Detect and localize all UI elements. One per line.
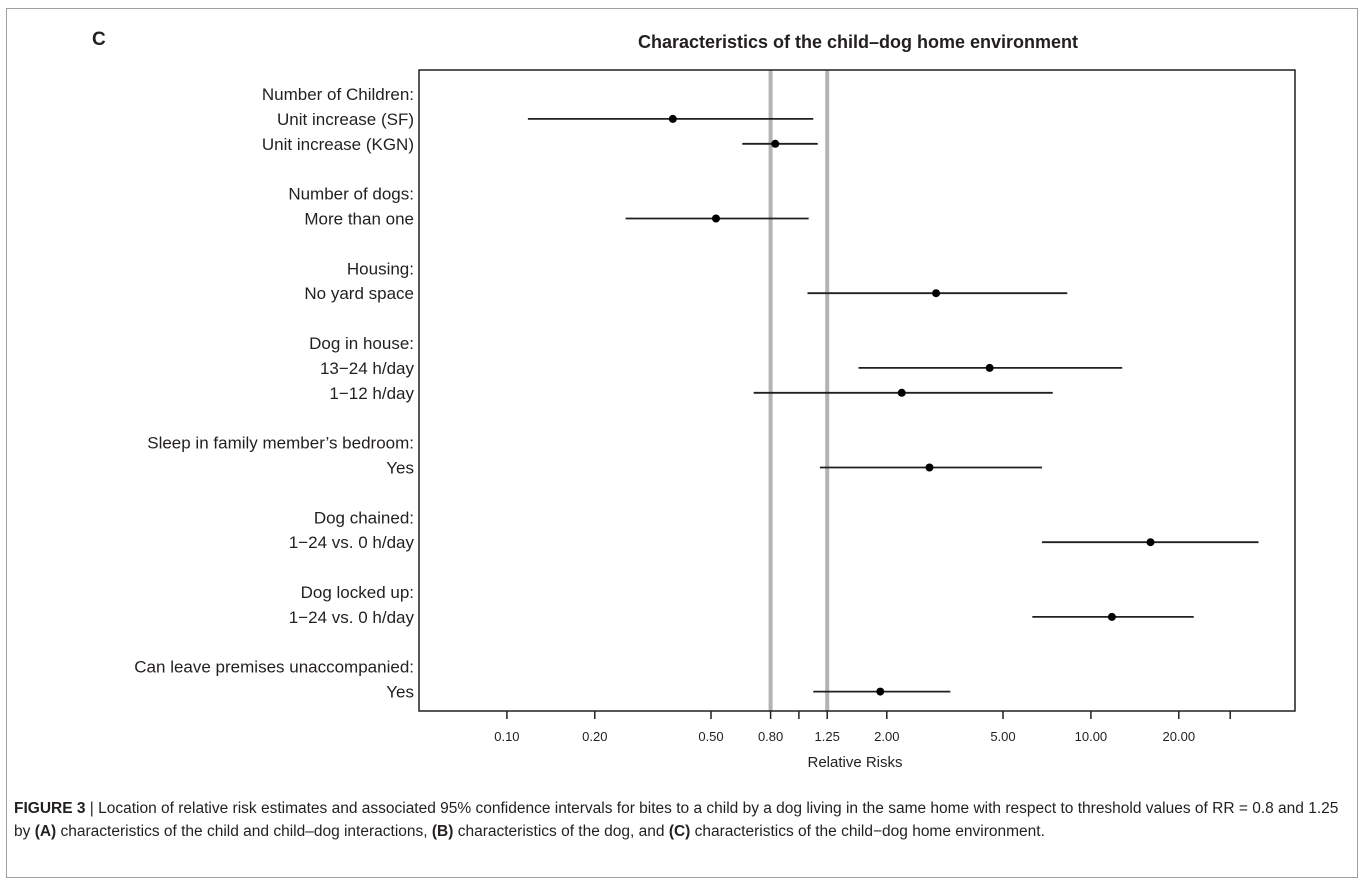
- x-axis-title: Relative Risks: [807, 754, 902, 771]
- row-group-label: Number of Children:: [262, 85, 414, 104]
- caption-text-3: characteristics of the dog, and: [453, 823, 669, 840]
- plot-area-border: [418, 69, 1296, 712]
- estimate-point: [668, 114, 677, 123]
- row-group-label: Dog locked up:: [301, 583, 414, 602]
- row-labels: Number of Children: Unit increase (SF) Uni…: [134, 85, 414, 702]
- row-group-label: Dog in house:: [309, 334, 414, 353]
- x-tick-label: 20.00: [1163, 729, 1196, 744]
- row-group-label: Can leave premises unaccompanied:: [134, 658, 414, 677]
- confidence-intervals: [527, 114, 1259, 696]
- caption-bold-a: (A): [34, 823, 57, 840]
- row-label: 1−24 vs. 0 h/day: [289, 608, 415, 627]
- x-tick-label: 5.00: [990, 729, 1015, 744]
- x-tick-label: 2.00: [874, 729, 899, 744]
- estimate-point: [985, 363, 994, 372]
- panel-letter: C: [92, 29, 106, 50]
- row-label: 13−24 h/day: [320, 359, 415, 378]
- row-label: Unit increase (KGN): [262, 135, 414, 154]
- x-axis: 0.10 0.20 0.50 0.80 1.25 2.00 5.00 10.00 20.00: [494, 711, 1231, 744]
- row-group-label: Number of dogs:: [288, 185, 414, 204]
- figure-label: FIGURE 3: [14, 800, 86, 817]
- caption-bold-b: (B): [431, 823, 454, 840]
- row-label: No yard space: [304, 284, 414, 303]
- row-label: 1−24 vs. 0 h/day: [289, 533, 415, 552]
- estimate-point: [932, 289, 941, 298]
- row-label: Unit increase (SF): [277, 110, 414, 129]
- row-group-label: Housing:: [347, 259, 414, 278]
- estimate-point: [876, 687, 885, 696]
- estimate-point: [711, 214, 720, 223]
- row-label: 1−12 h/day: [329, 384, 414, 403]
- x-tick-label: 10.00: [1075, 729, 1108, 744]
- forest-plot: Number of Children: Unit increase (SF) Uni…: [134, 69, 1296, 771]
- estimate-point: [925, 463, 934, 472]
- estimate-point: [1146, 538, 1155, 547]
- row-label: Yes: [386, 683, 414, 702]
- figure-frame: [6, 8, 1358, 878]
- row-group-label: Dog chained:: [314, 508, 414, 527]
- estimate-point: [771, 139, 780, 148]
- caption-text-2: characteristics of the child and child–d…: [56, 823, 432, 840]
- figure-caption: FIGURE 3 | Location of relative risk est…: [14, 797, 1350, 843]
- row-label: Yes: [386, 459, 414, 478]
- caption-bold-c: (C): [668, 823, 691, 840]
- reference-lines: [768, 70, 830, 711]
- chart-title: Characteristics of the child–dog home en…: [637, 32, 1079, 52]
- caption-text-4: characteristics of the child−dog home en…: [690, 823, 1045, 840]
- estimate-point: [1107, 612, 1116, 621]
- x-tick-label: 0.10: [494, 729, 519, 744]
- row-group-label: Sleep in family member’s bedroom:: [147, 434, 414, 453]
- x-tick-label: 0.20: [582, 729, 607, 744]
- x-tick-label: 0.80: [758, 729, 783, 744]
- row-label: More than one: [304, 210, 414, 229]
- caption-text-1: Location of relative risk estimates and …: [14, 800, 1339, 840]
- x-tick-label: 1.25: [815, 729, 840, 744]
- x-tick-label: 0.50: [698, 729, 723, 744]
- estimate-point: [897, 388, 906, 397]
- caption-separator: |: [85, 800, 99, 817]
